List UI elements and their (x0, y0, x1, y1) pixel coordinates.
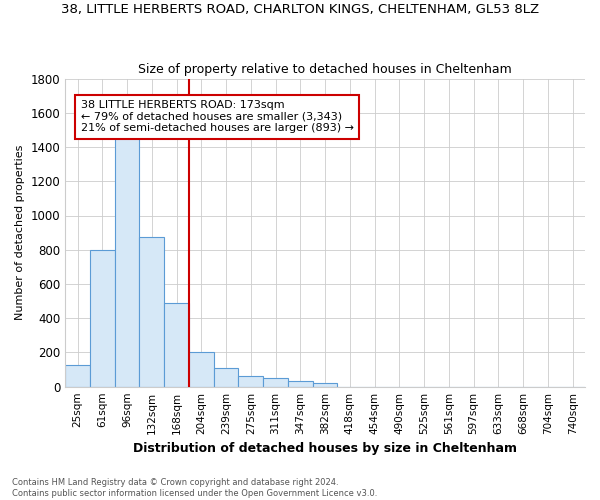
Bar (288, 381, 313, 386)
Y-axis label: Number of detached properties: Number of detached properties (15, 145, 25, 320)
Bar (115, 134, 139, 386)
Bar (139, 237, 164, 386)
Bar (263, 378, 288, 386)
Bar (189, 352, 214, 386)
Bar (90, 250, 115, 386)
X-axis label: Distribution of detached houses by size in Cheltenham: Distribution of detached houses by size … (133, 442, 517, 455)
Bar (65, 366, 90, 386)
Bar (313, 384, 337, 386)
Bar (164, 303, 189, 386)
Bar (214, 368, 238, 386)
Text: Contains HM Land Registry data © Crown copyright and database right 2024.
Contai: Contains HM Land Registry data © Crown c… (12, 478, 377, 498)
Text: 38 LITTLE HERBERTS ROAD: 173sqm
← 79% of detached houses are smaller (3,343)
21%: 38 LITTLE HERBERTS ROAD: 173sqm ← 79% of… (81, 100, 354, 134)
Text: 38, LITTLE HERBERTS ROAD, CHARLTON KINGS, CHELTENHAM, GL53 8LZ: 38, LITTLE HERBERTS ROAD, CHARLTON KINGS… (61, 2, 539, 16)
Bar (238, 376, 263, 386)
Title: Size of property relative to detached houses in Cheltenham: Size of property relative to detached ho… (138, 63, 512, 76)
